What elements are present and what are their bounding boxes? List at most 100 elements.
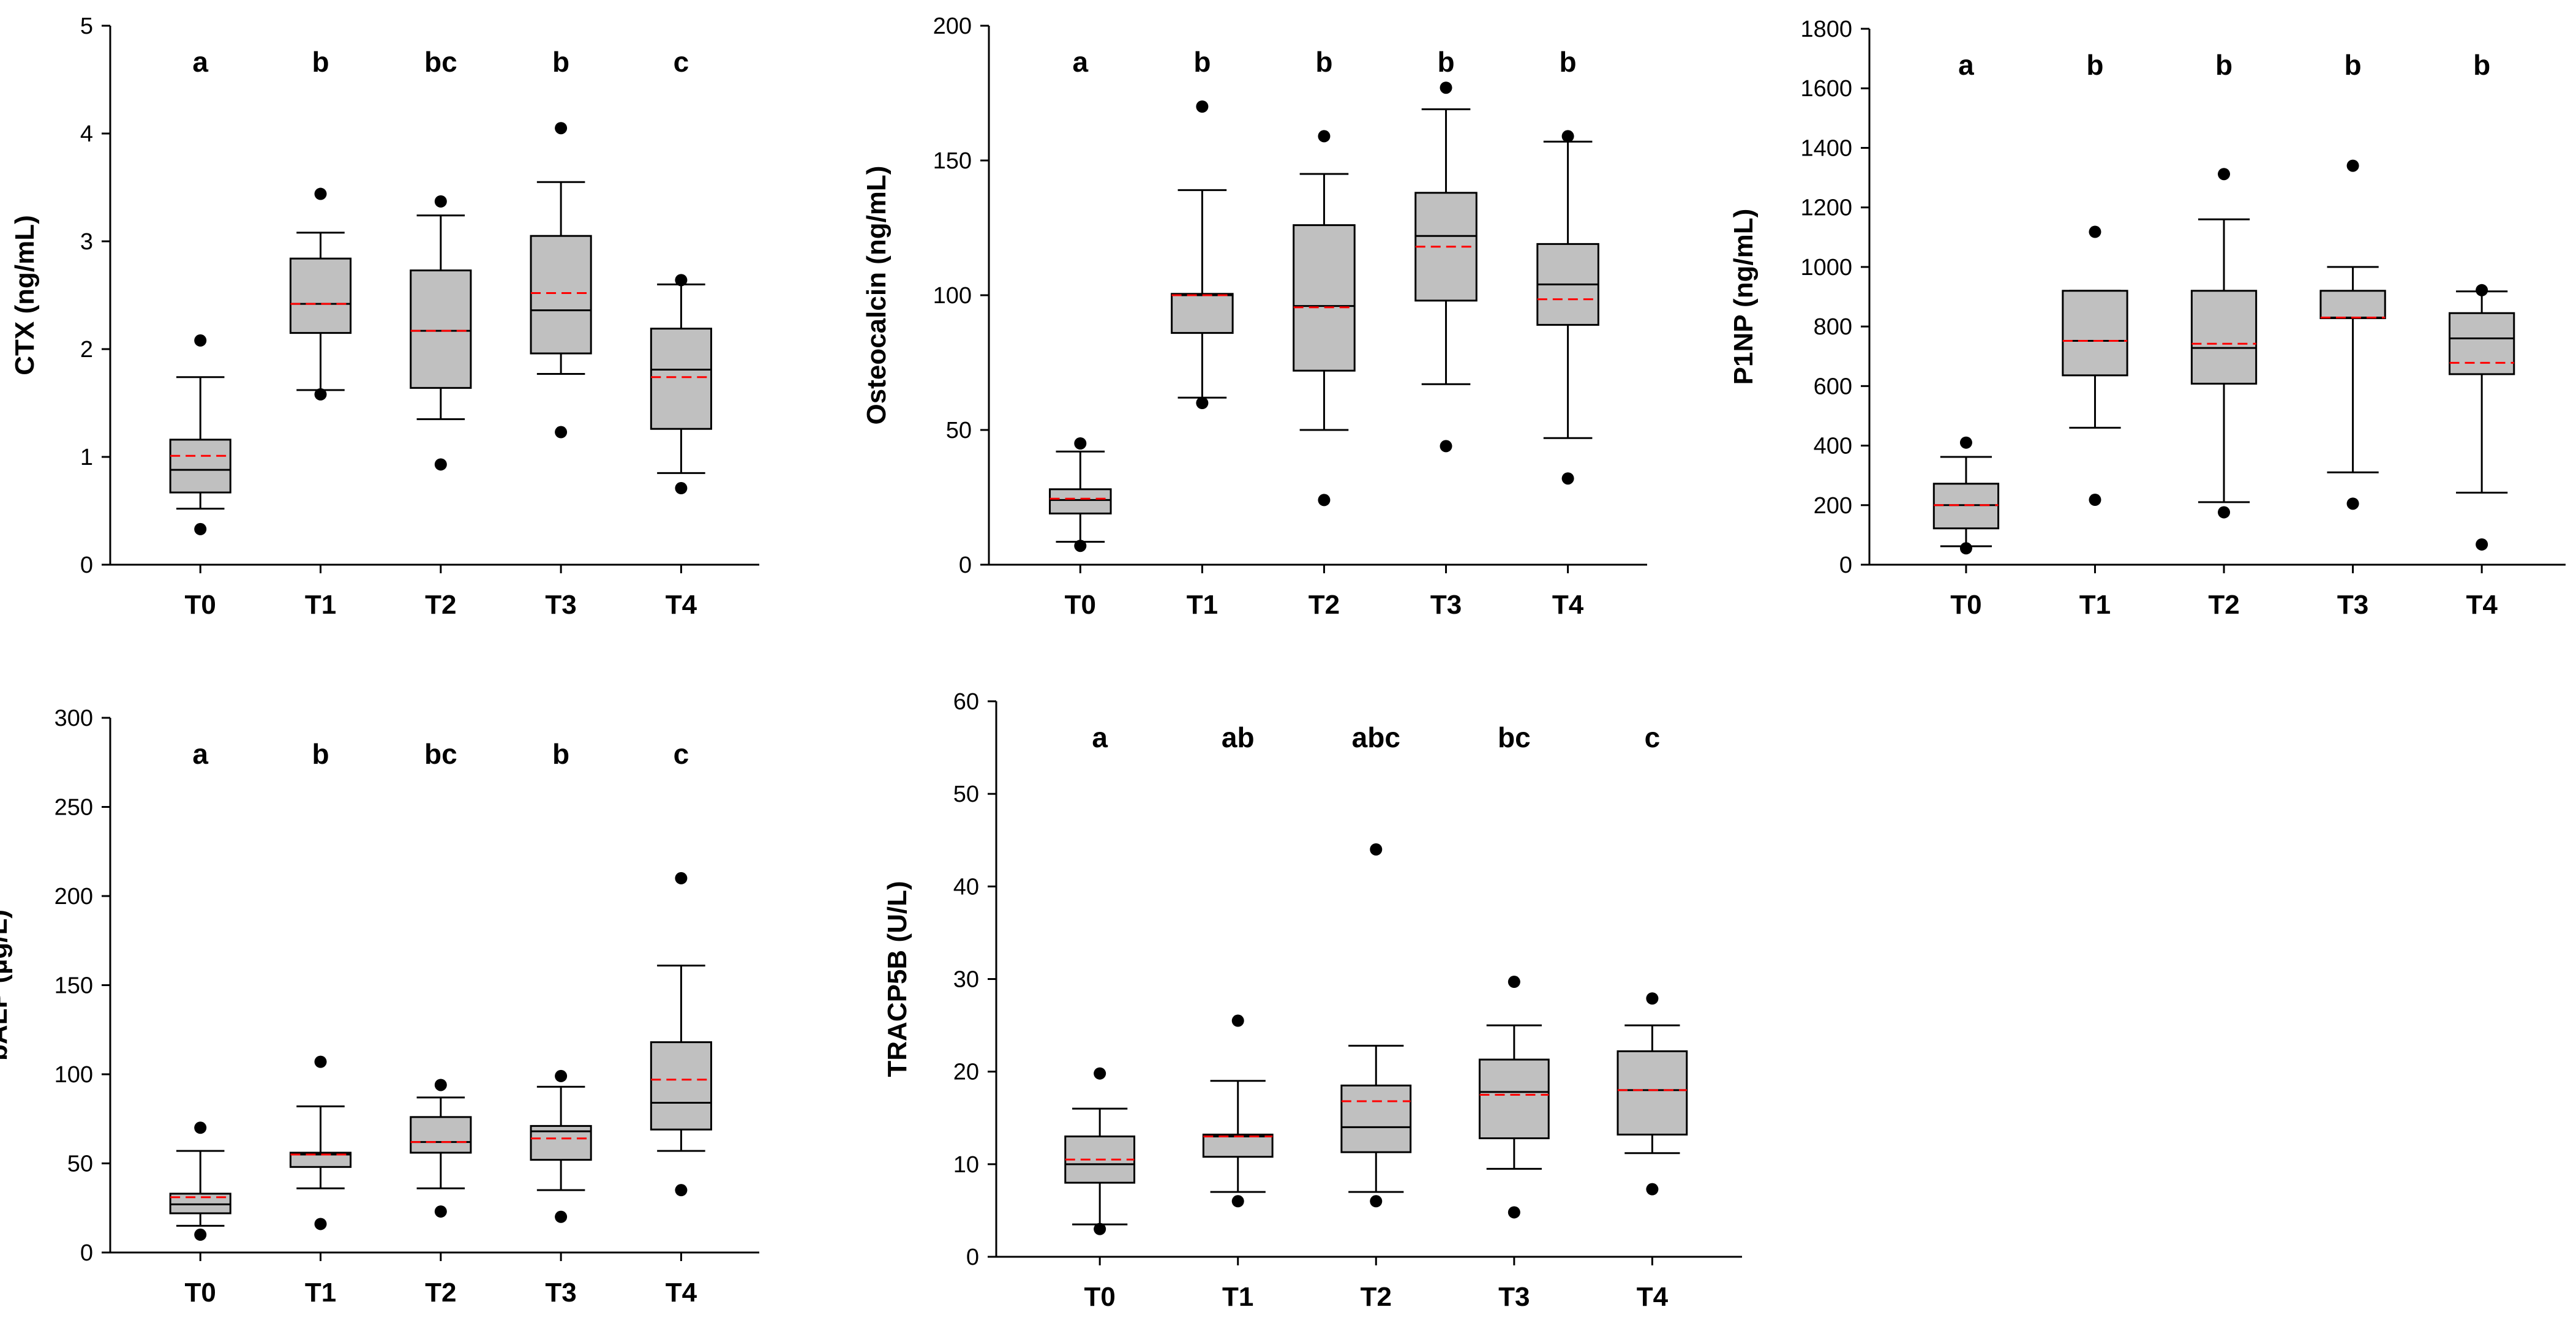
box (1202, 1133, 1274, 1158)
significance-letter: bc (424, 738, 457, 770)
y-tick-label: 1 (80, 445, 93, 470)
significance-letter: a (1958, 49, 1974, 81)
box (1478, 1058, 1550, 1140)
outlier-point (1231, 1195, 1244, 1208)
outlier-point (1094, 1222, 1106, 1235)
outlier-point (555, 426, 568, 439)
significance-letter: c (1645, 721, 1661, 753)
significance-letter: b (552, 738, 569, 770)
outlier-point (2346, 159, 2359, 172)
y-tick-label: 10 (953, 1152, 979, 1178)
outlier-point (555, 122, 568, 135)
y-tick-label: 250 (54, 795, 93, 821)
significance-letter: b (1193, 46, 1211, 78)
outlier-point (1318, 130, 1331, 143)
significance-letter: a (192, 46, 208, 78)
y-tick-label: 1000 (1800, 255, 1852, 281)
y-tick-label: 2 (80, 337, 93, 363)
significance-letter: abc (1352, 721, 1400, 753)
box (2319, 290, 2386, 319)
outlier-point (2476, 284, 2488, 296)
outlier-point (1959, 542, 1972, 555)
outlier-point (675, 274, 688, 287)
box (530, 235, 592, 355)
panel-ctx: 0 1 2 3 4 5 CTX (ng/mL) T0 a T1 b T2 bc T3 b T4 c (10, 13, 759, 620)
significance-letter: b (2345, 49, 2362, 81)
outlier-point (2218, 168, 2231, 181)
significance-letter: c (674, 46, 689, 78)
x-tick-label: T4 (2466, 590, 2498, 620)
significance-letter: a (1073, 46, 1089, 78)
x-tick-label: T4 (666, 1278, 697, 1308)
outlier-point (1074, 437, 1087, 450)
outlier-point (1440, 440, 1452, 453)
outlier-point (1508, 1206, 1520, 1219)
box (1340, 1084, 1412, 1153)
y-tick-label: 600 (1814, 374, 1852, 399)
y-tick-label: 800 (1814, 314, 1852, 340)
y-tick-label: 4 (80, 121, 93, 147)
box (2062, 290, 2128, 377)
x-tick-label: T0 (185, 590, 216, 620)
x-tick-label: T3 (545, 1278, 576, 1308)
y-tick-label: 50 (946, 418, 972, 443)
y-tick-label: 0 (1839, 552, 1852, 578)
box (410, 1116, 472, 1154)
y-tick-label: 0 (959, 552, 972, 578)
box (1617, 1050, 1688, 1136)
y-tick-label: 300 (54, 706, 93, 731)
significance-letter: b (2473, 49, 2490, 81)
outlier-point (675, 482, 688, 495)
y-tick-label: 20 (953, 1060, 979, 1085)
significance-letter: b (1315, 46, 1332, 78)
outlier-point (314, 187, 327, 200)
x-tick-label: T4 (1637, 1282, 1669, 1312)
panel-tracp5b: 0 10 20 30 40 50 60 TRACP5B (U/L) T0 a T1 ab T2 abc T3… (882, 689, 1742, 1312)
box (169, 439, 231, 494)
x-tick-label: T3 (1430, 590, 1462, 620)
outlier-point (434, 1079, 447, 1091)
outlier-point (1561, 472, 1574, 485)
outlier-point (434, 458, 447, 471)
y-tick-label: 150 (933, 148, 972, 174)
outlier-point (194, 334, 207, 347)
x-tick-label: T1 (1222, 1282, 1253, 1312)
outlier-point (1370, 1195, 1383, 1208)
box (1049, 488, 1112, 514)
outlier-point (2089, 225, 2101, 238)
y-tick-label: 0 (80, 552, 93, 578)
x-tick-label: T2 (1361, 1282, 1392, 1312)
box (2449, 312, 2515, 375)
outlier-point (1318, 494, 1331, 507)
x-tick-label: T1 (305, 590, 336, 620)
y-tick-label: 0 (966, 1245, 979, 1270)
x-tick-label: T2 (1309, 590, 1340, 620)
box (289, 1151, 352, 1168)
significance-letter: a (1092, 721, 1108, 753)
y-tick-label: 50 (67, 1151, 93, 1177)
y-tick-label: 1600 (1800, 76, 1852, 102)
x-tick-label: T3 (2337, 590, 2368, 620)
outlier-point (2476, 538, 2488, 551)
y-axis-title: P1NP (ng/mL) (1729, 209, 1759, 385)
outlier-point (2346, 497, 2359, 510)
outlier-point (194, 522, 207, 535)
y-tick-label: 5 (80, 13, 93, 39)
y-tick-label: 0 (80, 1240, 93, 1266)
significance-letter: b (552, 46, 569, 78)
panel-osteocalcin: 0 50 100 150 200 Osteocalcin (ng/mL) T0 a T1 b T2 b… (862, 13, 1647, 620)
significance-letter: a (192, 738, 208, 770)
significance-letter: c (674, 738, 689, 770)
y-tick-label: 60 (953, 689, 979, 715)
box (410, 269, 472, 389)
box (650, 328, 712, 430)
y-tick-label: 100 (933, 283, 972, 309)
x-tick-label: T1 (2079, 590, 2111, 620)
outlier-point (194, 1121, 207, 1134)
outlier-point (434, 1205, 447, 1218)
outlier-point (1646, 992, 1659, 1005)
x-tick-label: T0 (1065, 590, 1096, 620)
outlier-point (1508, 976, 1520, 989)
significance-letter: b (2215, 49, 2232, 81)
